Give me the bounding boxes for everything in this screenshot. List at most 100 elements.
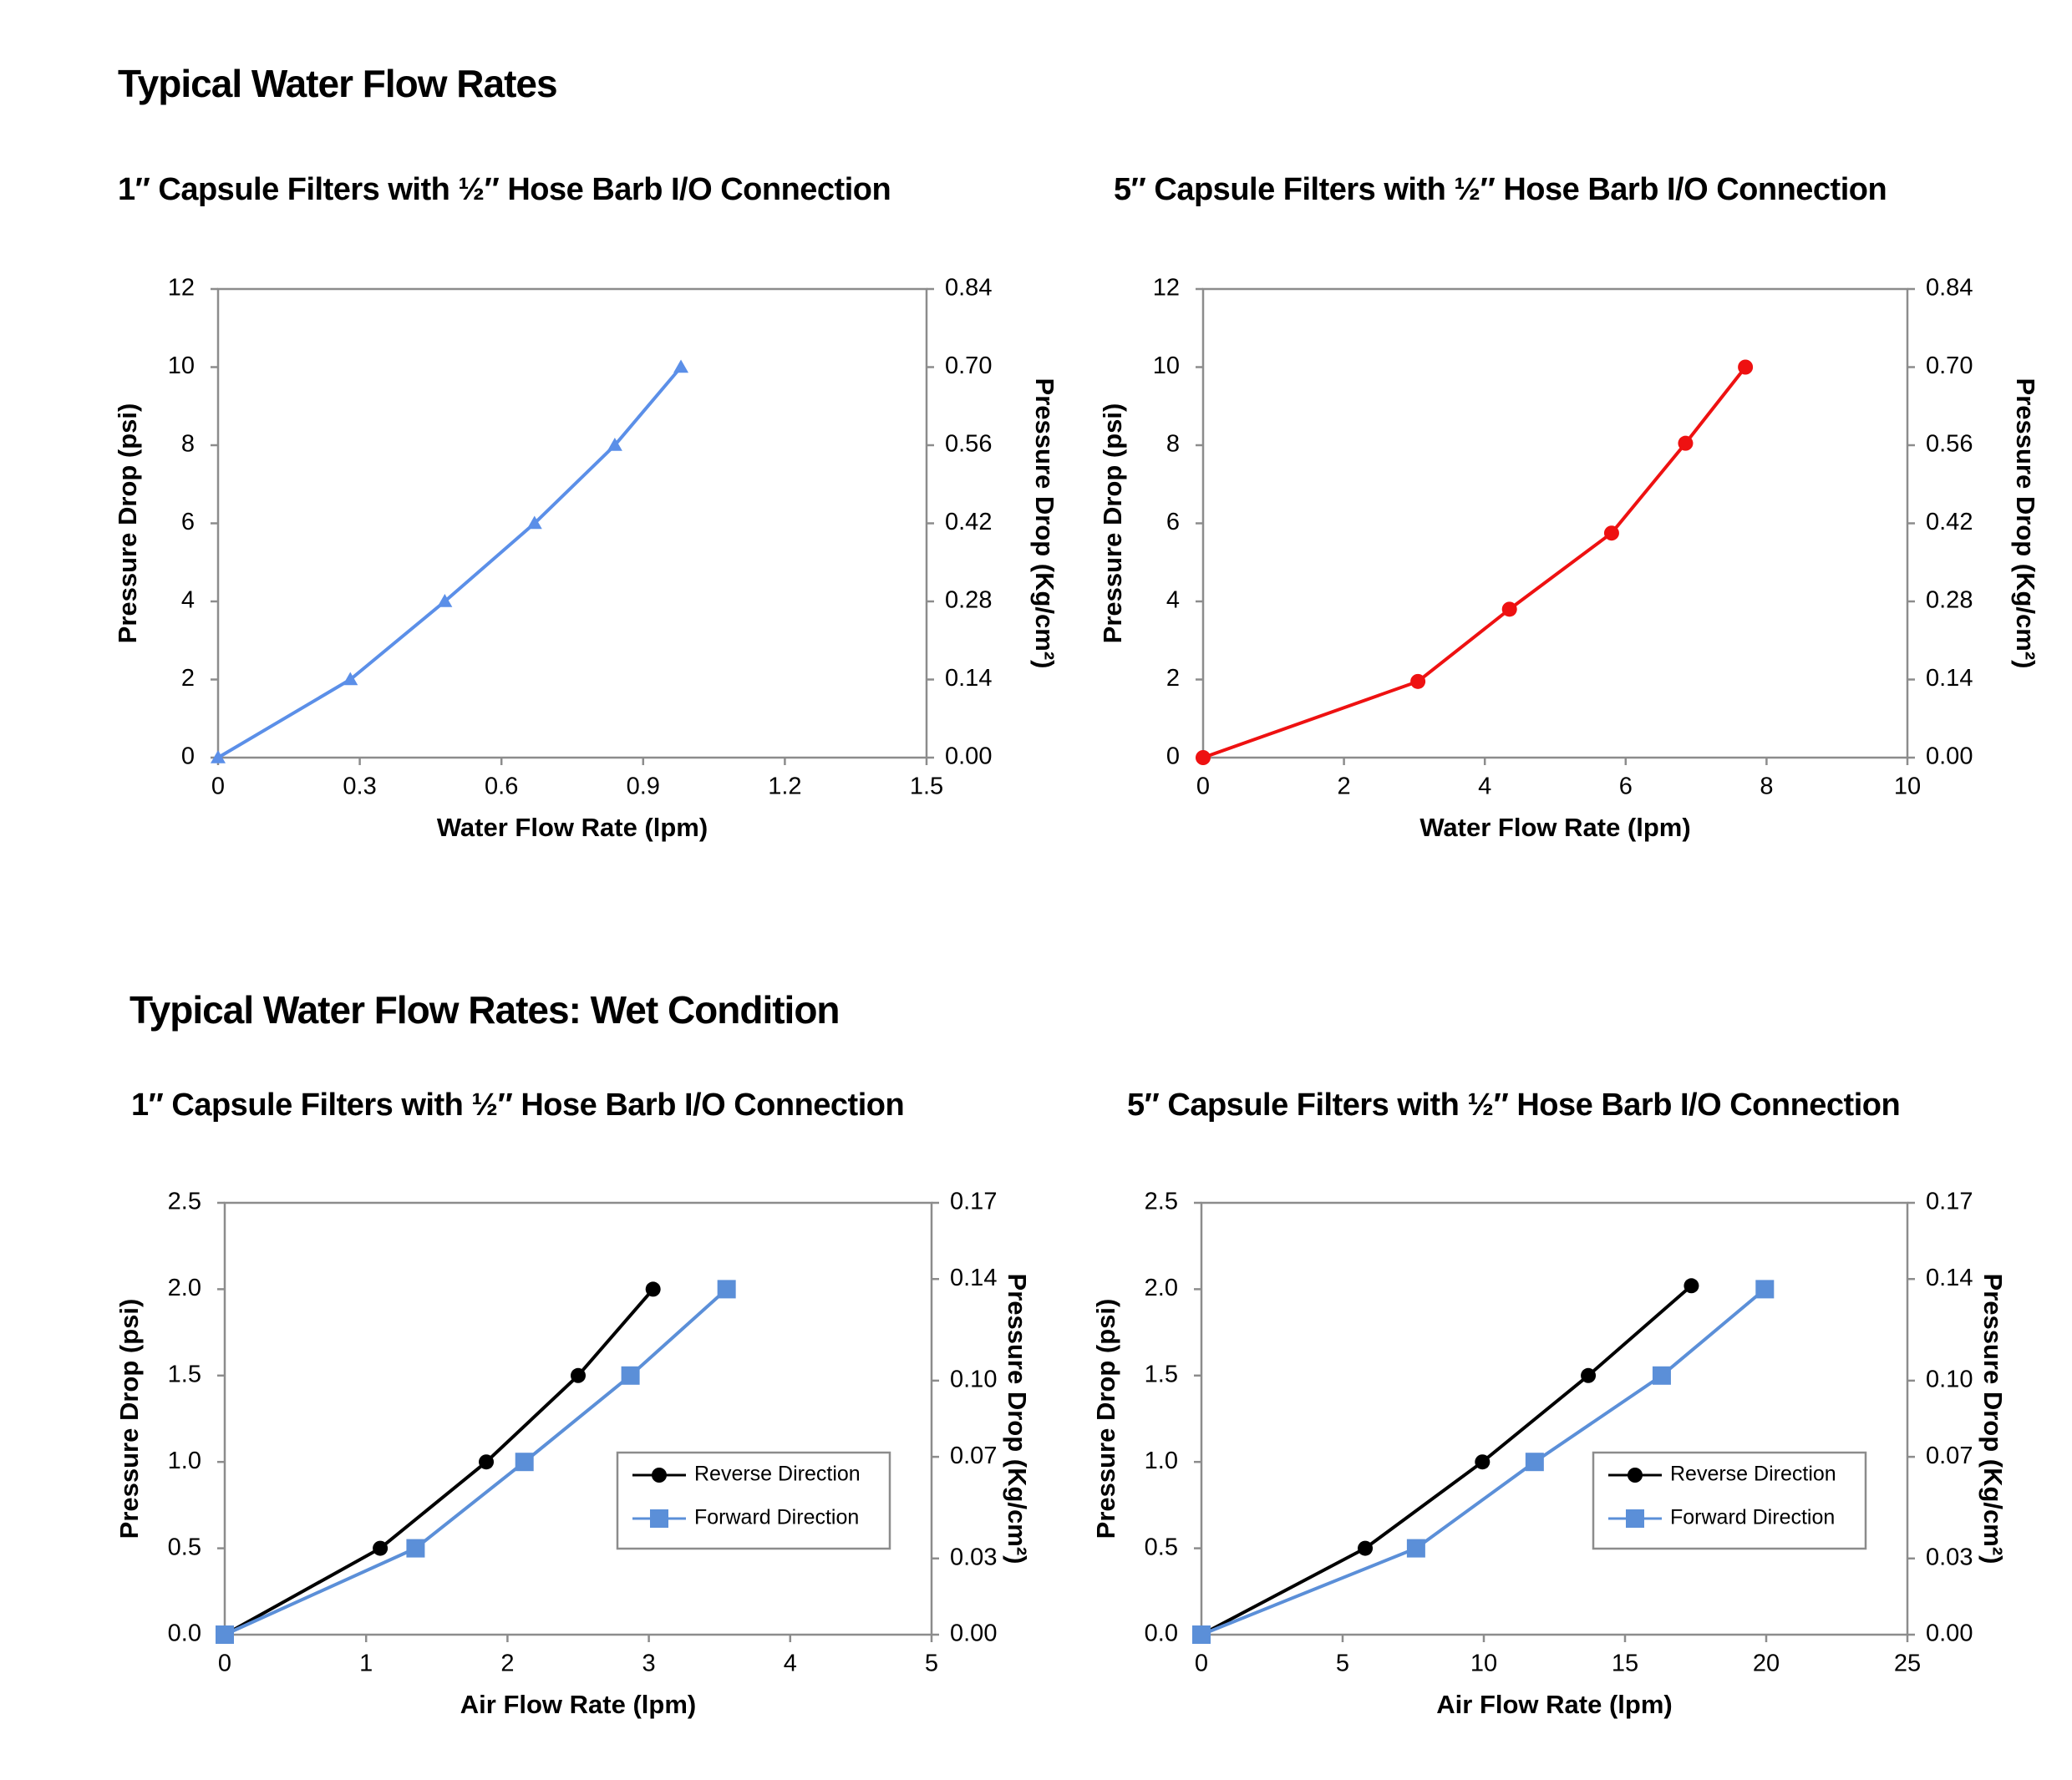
y2-tick-label: 0.03 <box>1926 1544 1973 1570</box>
y2-tick-label: 0.14 <box>950 1265 997 1291</box>
x-tick-label: 2 <box>1338 773 1351 800</box>
data-line <box>216 366 683 759</box>
y2-tick-label: 0.00 <box>945 743 992 770</box>
y-tick-label: 4 <box>181 587 195 614</box>
marker <box>1755 1280 1775 1299</box>
plot-frame <box>216 287 928 759</box>
y-tick-label: 4 <box>1166 587 1180 614</box>
marker <box>1406 1539 1425 1558</box>
x-tick-label: 20 <box>1753 1651 1780 1677</box>
y2-tick-label: 0.00 <box>950 1620 997 1647</box>
marker <box>1738 359 1754 375</box>
marker <box>343 672 358 686</box>
y2-tick-label: 0.03 <box>950 1544 997 1570</box>
y2-axis-label: Pressure Drop (Kg/cm²) <box>2011 378 2040 669</box>
y2-tick-label: 0.17 <box>950 1189 997 1215</box>
marker <box>1652 1366 1671 1385</box>
y-tick-label: 6 <box>181 509 195 535</box>
x-tick-label: 0 <box>211 773 225 800</box>
y-tick-label: 2.5 <box>168 1189 201 1215</box>
y-tick-label: 8 <box>1166 431 1180 458</box>
y-axis-label: Pressure Drop (psi) <box>1098 403 1127 644</box>
x-axis-label: Water Flow Rate (lpm) <box>1419 813 1690 842</box>
legend-label: Reverse Direction <box>1670 1463 1836 1486</box>
y-tick-label: 10 <box>1153 352 1180 379</box>
x-tick-label: 5 <box>1336 1651 1349 1677</box>
y2-tick-label: 0.28 <box>1926 587 1973 614</box>
y2-tick-label: 0.42 <box>945 509 992 535</box>
marker <box>216 1625 234 1644</box>
data-line <box>1202 366 1747 759</box>
marker <box>621 1366 640 1385</box>
y-tick-label: 10 <box>168 352 195 379</box>
marker <box>1501 601 1517 617</box>
x-tick-label: 0 <box>218 1651 231 1677</box>
y2-tick-label: 0.14 <box>1926 1265 1973 1291</box>
heading: Typical Water Flow Rates <box>118 62 557 105</box>
y2-tick-label: 0.84 <box>1926 275 1973 302</box>
y-tick-label: 0 <box>1166 743 1180 770</box>
y2-tick-label: 0.14 <box>945 665 992 692</box>
y2-axis-label: Pressure Drop (Kg/cm²) <box>1030 378 1059 669</box>
chart-title: 5″ Capsule Filters with ½″ Hose Barb I/O… <box>1127 1088 1900 1123</box>
y2-tick-label: 0.70 <box>945 352 992 379</box>
y-tick-label: 0.0 <box>168 1620 201 1647</box>
x-tick-label: 5 <box>925 1651 938 1677</box>
marker <box>1525 1453 1544 1472</box>
x-tick-label: 1 <box>359 1651 373 1677</box>
y2-tick-label: 0.10 <box>1926 1367 1973 1393</box>
y-tick-label: 2.5 <box>1145 1189 1178 1215</box>
y-tick-label: 12 <box>1153 275 1180 302</box>
marker <box>406 1539 425 1558</box>
chart-title: 5″ Capsule Filters with ½″ Hose Barb I/O… <box>1114 172 1887 207</box>
data-line <box>224 1288 655 1636</box>
y2-tick-label: 0.28 <box>945 587 992 614</box>
plot-frame <box>1200 1201 1909 1636</box>
y2-tick-label: 0.17 <box>1926 1189 1973 1215</box>
heading: Typical Water Flow Rates: Wet Condition <box>130 988 840 1032</box>
chart-title: 1″ Capsule Filters with ½″ Hose Barb I/O… <box>131 1088 904 1123</box>
y-tick-label: 0 <box>181 743 195 770</box>
legend-marker <box>1628 1468 1643 1483</box>
marker <box>1581 1367 1597 1383</box>
y2-tick-label: 0.14 <box>1926 665 1973 692</box>
y-tick-label: 2.0 <box>1145 1275 1178 1301</box>
marker <box>515 1453 534 1472</box>
y-tick-label: 12 <box>168 275 195 302</box>
legend-marker <box>652 1468 667 1483</box>
x-axis-label: Air Flow Rate (lpm) <box>460 1690 696 1719</box>
marker <box>526 515 542 530</box>
y2-tick-label: 0.42 <box>1926 509 1973 535</box>
x-tick-label: 0.6 <box>485 773 518 800</box>
marker <box>717 1280 736 1299</box>
x-tick-label: 0.9 <box>627 773 660 800</box>
marker <box>1684 1278 1699 1294</box>
y-tick-label: 2 <box>181 665 195 692</box>
y-axis-label: Pressure Drop (psi) <box>113 403 142 644</box>
y2-tick-label: 0.10 <box>950 1367 997 1393</box>
marker <box>1196 750 1211 765</box>
y-tick-label: 0.5 <box>1145 1534 1178 1560</box>
y-tick-label: 1.0 <box>1145 1448 1178 1474</box>
y2-axis-label: Pressure Drop (Kg/cm²) <box>1978 1274 2008 1564</box>
x-tick-label: 0.3 <box>343 773 376 800</box>
x-tick-label: 2 <box>500 1651 514 1677</box>
x-tick-label: 10 <box>1894 773 1921 800</box>
y-tick-label: 0.0 <box>1145 1620 1178 1647</box>
y-tick-label: 8 <box>181 431 195 458</box>
plot-frame <box>1201 287 1909 759</box>
legend-marker <box>1626 1509 1644 1528</box>
x-tick-label: 6 <box>1619 773 1633 800</box>
marker <box>1678 435 1694 451</box>
marker <box>1192 1625 1211 1644</box>
marker <box>211 750 226 763</box>
x-axis-label: Water Flow Rate (lpm) <box>437 813 708 842</box>
y2-tick-label: 0.00 <box>1926 1620 1973 1647</box>
marker <box>1475 1454 1491 1470</box>
y2-tick-label: 0.84 <box>945 275 992 302</box>
y2-tick-label: 0.56 <box>945 431 992 458</box>
y-tick-label: 1.5 <box>1145 1361 1178 1387</box>
y-axis-label: Pressure Drop (psi) <box>1091 1299 1120 1539</box>
